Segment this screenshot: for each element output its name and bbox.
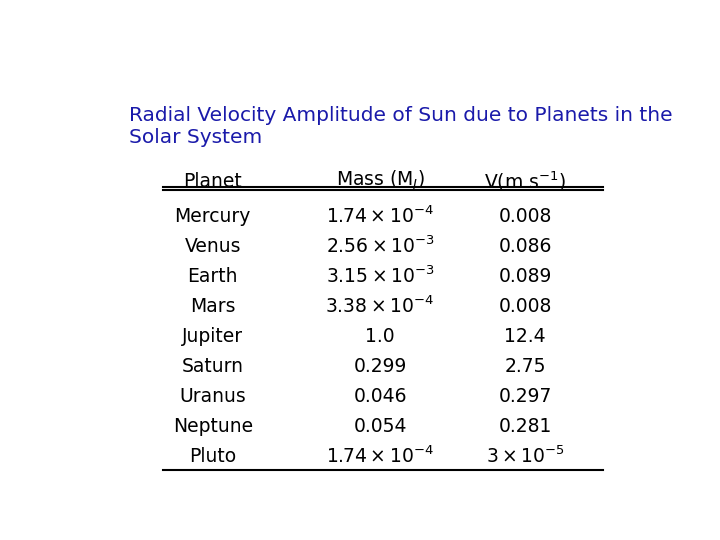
Text: Neptune: Neptune [173, 417, 253, 436]
Text: 0.008: 0.008 [498, 207, 552, 226]
Text: 0.297: 0.297 [498, 387, 552, 406]
Text: 0.046: 0.046 [354, 387, 407, 406]
Text: $2.56 \times 10^{-3}$: $2.56 \times 10^{-3}$ [325, 236, 435, 257]
Text: $1.74 \times 10^{-4}$: $1.74 \times 10^{-4}$ [326, 446, 434, 467]
Text: $3.38 \times 10^{-4}$: $3.38 \times 10^{-4}$ [325, 295, 435, 317]
Text: Radial Velocity Amplitude of Sun due to Planets in the
Solar System: Radial Velocity Amplitude of Sun due to … [129, 106, 672, 147]
Text: Uranus: Uranus [179, 387, 246, 406]
Text: Earth: Earth [187, 267, 238, 286]
Text: Mars: Mars [190, 297, 235, 316]
Text: Venus: Venus [184, 237, 241, 256]
Text: 1.0: 1.0 [365, 327, 395, 346]
Text: 0.281: 0.281 [498, 417, 552, 436]
Text: 0.054: 0.054 [354, 417, 407, 436]
Text: 0.089: 0.089 [498, 267, 552, 286]
Text: 0.299: 0.299 [354, 357, 407, 376]
Text: Planet: Planet [184, 172, 242, 191]
Text: Mercury: Mercury [174, 207, 251, 226]
Text: V(m s$^{-1}$): V(m s$^{-1}$) [485, 170, 566, 193]
Text: Jupiter: Jupiter [182, 327, 243, 346]
Text: 0.008: 0.008 [498, 297, 552, 316]
Text: $3\times10^{-5}$: $3\times10^{-5}$ [486, 446, 564, 467]
Text: $1.74 \times 10^{-4}$: $1.74 \times 10^{-4}$ [326, 206, 434, 227]
Text: 0.086: 0.086 [498, 237, 552, 256]
Text: 2.75: 2.75 [505, 357, 546, 376]
Text: Saturn: Saturn [181, 357, 244, 376]
Text: $3.15 \times 10^{-3}$: $3.15 \times 10^{-3}$ [325, 266, 435, 287]
Text: Pluto: Pluto [189, 447, 236, 465]
Text: Mass (M$_J$): Mass (M$_J$) [336, 168, 425, 194]
Text: 12.4: 12.4 [505, 327, 546, 346]
